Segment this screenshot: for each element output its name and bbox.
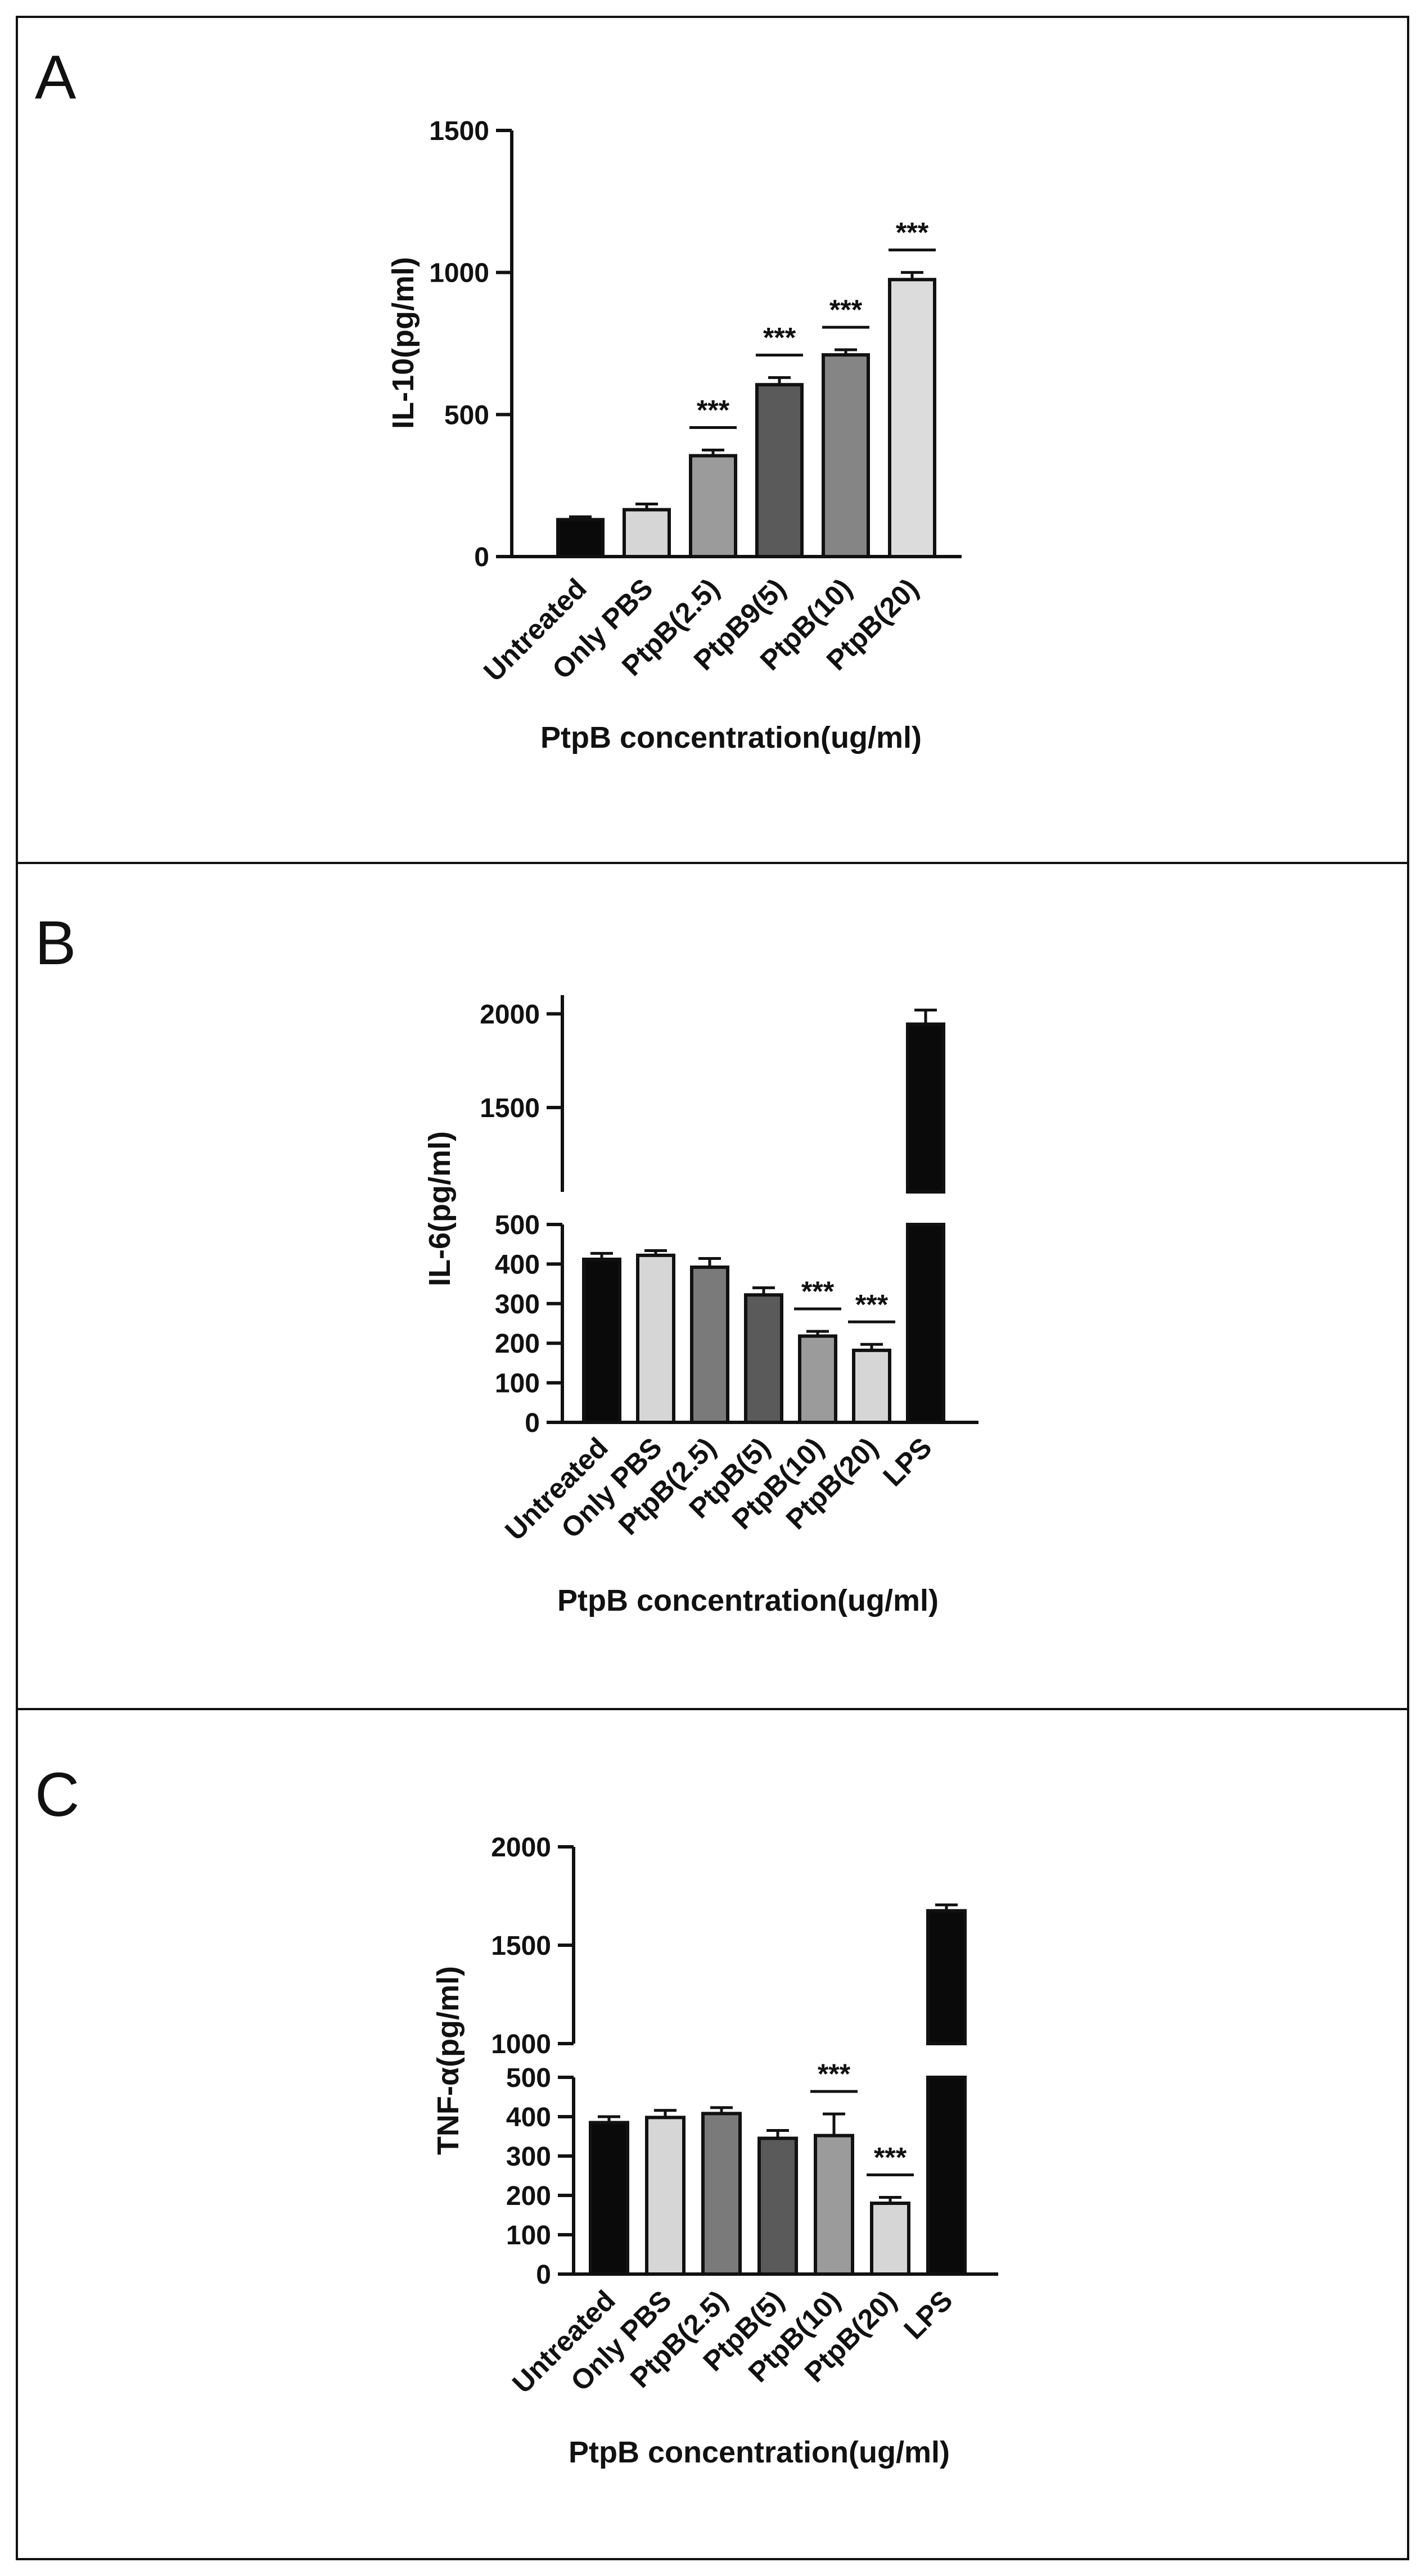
- panel-letter-b: B: [35, 909, 76, 978]
- panel-a-bar: [689, 454, 737, 559]
- panel-c-y-tick-label: 0: [536, 2260, 551, 2290]
- figure-frame: [16, 16, 1409, 2560]
- panel-a-y-tick-label: 500: [444, 400, 489, 430]
- panel-c-chart: 0100200300400500100015002000UntreatedOnl…: [431, 1833, 998, 2469]
- panel-b-y-tick-label: 2000: [480, 1000, 540, 1029]
- panel-letter-a: A: [35, 43, 76, 112]
- panel-c-bar: [701, 2112, 742, 2276]
- panel-b-significance-label: ***: [801, 1276, 835, 1307]
- panel-c-bar: [589, 2121, 629, 2276]
- panel-b-y-tick-label: 200: [495, 1329, 540, 1359]
- panel-b-y-tick-label: 100: [495, 1369, 540, 1399]
- panel-b-y-tick-label: 0: [525, 1408, 540, 1438]
- panel-c-y-tick-label: 100: [506, 2221, 551, 2250]
- panel-b-category-label: LPS: [877, 1431, 937, 1492]
- panel-a-y-axis-title: IL-10(pg/ml): [386, 257, 420, 429]
- panel-c-significance-label: ***: [874, 2142, 907, 2173]
- panel-a-x-axis-title: PtpB concentration(ug/ml): [540, 721, 922, 754]
- panel-c-y-tick-label: 500: [506, 2063, 551, 2093]
- panel-a-y-tick-label: 0: [474, 543, 489, 572]
- panel-c-bar: [757, 2136, 798, 2276]
- panel-b-bar: [582, 1257, 621, 1424]
- panel-b-bar-upper: [906, 1022, 945, 1194]
- panel-c-x-axis-title: PtpB concentration(ug/ml): [569, 2435, 950, 2469]
- panel-c-y-tick-label: 1000: [491, 2030, 551, 2059]
- panel-a-y-tick-label: 1500: [429, 116, 489, 146]
- panel-b-x-axis-title: PtpB concentration(ug/ml): [557, 1584, 939, 1617]
- panel-a-bar: [822, 353, 870, 558]
- panel-c-y-tick-label: 300: [506, 2142, 551, 2172]
- panel-b-bar: [744, 1293, 783, 1425]
- panel-b-significance-label: ***: [855, 1289, 889, 1320]
- panel-b-bar: [690, 1266, 729, 1424]
- panel-a-bar: [888, 278, 936, 558]
- panel-b-bar: [798, 1334, 837, 1425]
- panel-b-y-tick-label: 300: [495, 1290, 540, 1319]
- panel-c-y-tick-label: 1500: [491, 1931, 551, 1961]
- panel-a-bar: [556, 518, 605, 558]
- panel-b-y-tick-label: 500: [495, 1210, 540, 1240]
- panel-a-bar: [623, 508, 671, 558]
- panel-c-bar-upper: [926, 1909, 967, 2045]
- panel-a-significance-label: ***: [763, 322, 796, 354]
- panel-c-y-tick-label: 200: [506, 2181, 551, 2211]
- panel-c-y-axis-title: TNF-α(pg/ml): [431, 1966, 465, 2155]
- panel-a-bar: [755, 383, 804, 558]
- panel-c-y-tick-label: 400: [506, 2103, 551, 2132]
- panel-a-significance-label: ***: [896, 217, 929, 248]
- panel-c-y-tick-label: 2000: [491, 1833, 551, 1863]
- panel-c-significance-label: ***: [818, 2058, 851, 2090]
- panel-b-bar: [636, 1253, 675, 1425]
- panel-letter-c: C: [35, 1760, 79, 1829]
- panel-c-bar: [926, 2076, 967, 2276]
- panel-c-bar: [645, 2116, 686, 2276]
- panel-c-category-label: LPS: [898, 2284, 958, 2345]
- panel-b-y-tick-label: 1500: [480, 1093, 540, 1123]
- panel-b-y-tick-label: 400: [495, 1250, 540, 1280]
- panel-c-bar: [870, 2202, 910, 2276]
- panel-a-significance-label: ***: [697, 395, 730, 426]
- panel-a-y-tick-label: 1000: [429, 259, 489, 288]
- panel-c-bar: [814, 2134, 854, 2276]
- panel-b-bar: [906, 1223, 945, 1424]
- panel-a-significance-label: ***: [829, 294, 863, 326]
- panel-b-y-axis-title: IL-6(pg/ml): [423, 1131, 457, 1286]
- panel-b-bar: [852, 1348, 891, 1425]
